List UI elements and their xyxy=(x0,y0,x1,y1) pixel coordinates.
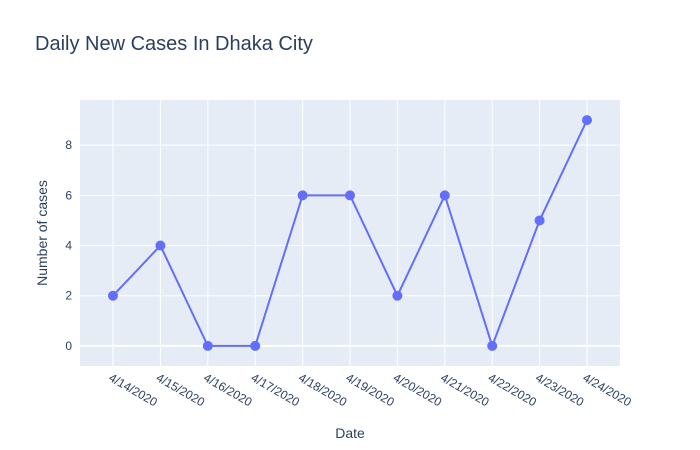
y-tick-label: 8 xyxy=(65,138,72,152)
y-tick-label: 2 xyxy=(65,289,72,303)
data-points xyxy=(108,115,592,351)
x-axis-title: Date xyxy=(335,425,365,441)
x-tick-label: 4/18/2020 xyxy=(296,370,350,409)
x-tick-label: 4/17/2020 xyxy=(249,370,303,409)
data-point xyxy=(487,340,498,351)
x-tick-label: 4/14/2020 xyxy=(107,370,161,409)
y-tick-label: 0 xyxy=(65,339,72,353)
chart-title: Daily New Cases In Dhaka City xyxy=(35,33,313,55)
data-point xyxy=(439,190,450,201)
data-point xyxy=(392,290,403,301)
data-point xyxy=(297,190,308,201)
data-point xyxy=(582,115,592,126)
x-tick-label: 4/21/2020 xyxy=(438,370,492,409)
vertical-gridlines xyxy=(112,100,588,366)
x-tick-label: 4/24/2020 xyxy=(581,370,635,409)
data-point xyxy=(250,340,261,351)
y-tick-labels: 0 2 4 6 8 xyxy=(65,138,72,353)
x-tick-labels: 4/14/20204/15/20204/16/20204/17/20204/18… xyxy=(107,370,635,409)
y-tick-label: 6 xyxy=(65,188,72,202)
x-tick-label: 4/22/2020 xyxy=(486,370,540,409)
y-tick-label: 4 xyxy=(65,239,72,253)
data-point xyxy=(202,340,213,351)
data-point xyxy=(155,240,166,251)
y-axis-title: Number of cases xyxy=(34,180,50,286)
x-tick-label: 4/16/2020 xyxy=(201,370,255,409)
x-tick-label: 4/15/2020 xyxy=(154,370,208,409)
x-tick-label: 4/19/2020 xyxy=(344,370,398,409)
data-point xyxy=(345,190,355,201)
data-point xyxy=(108,290,118,301)
x-tick-label: 4/20/2020 xyxy=(391,370,445,409)
data-point xyxy=(534,215,545,226)
x-tick-label: 4/23/2020 xyxy=(533,370,587,409)
